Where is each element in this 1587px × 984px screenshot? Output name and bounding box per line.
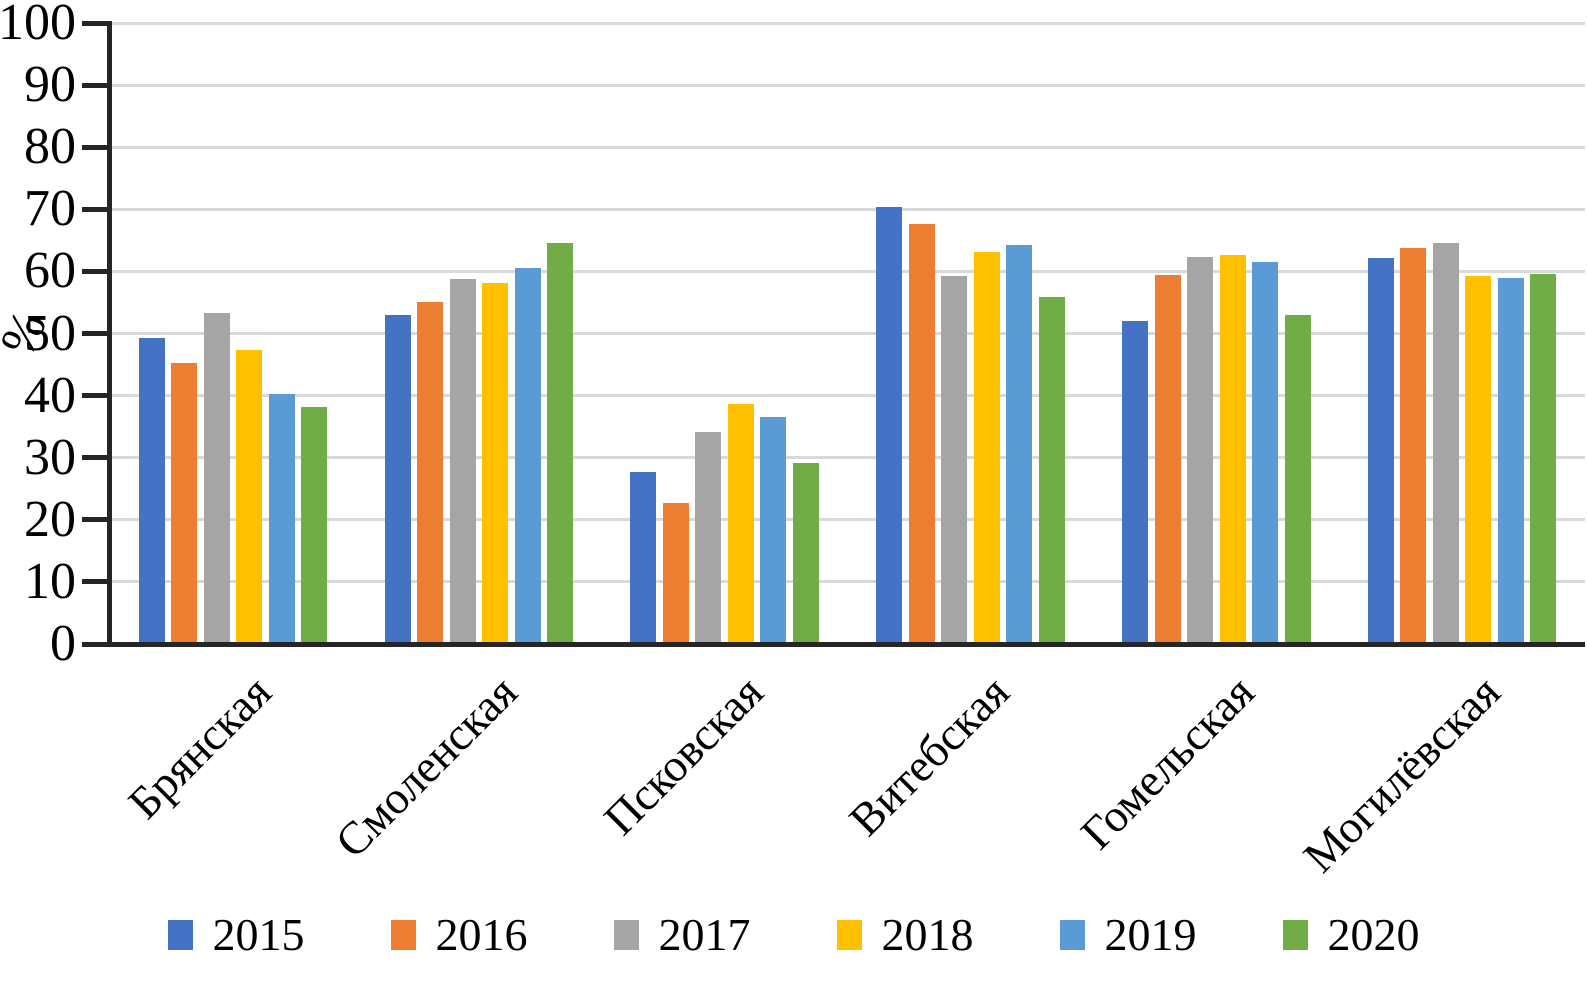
y-axis-tickmark: [82, 206, 110, 212]
bar-2019-Гомельская: [1252, 262, 1278, 644]
bar-2020-Брянская: [301, 406, 328, 644]
bar-2020-Витебская: [1038, 297, 1065, 644]
gridline: [110, 207, 1585, 211]
legend-swatch-2017: [613, 920, 639, 950]
y-axis-tickmark: [82, 331, 110, 336]
bar-2015-Гомельская: [1122, 321, 1148, 644]
bar-2015-Могилёвская: [1367, 258, 1394, 644]
bar-2017-Смоленская: [449, 278, 476, 644]
category-label-Брянская: Брянская: [118, 665, 281, 829]
y-axis-tickmark: [82, 268, 110, 274]
category-label-Могилёвская: Могилёвская: [1293, 665, 1511, 883]
legend: 2015 2016 2017 2018 2019 2020: [0, 912, 1587, 958]
y-axis-tick-label: 100: [0, 0, 76, 51]
bar-2019-Могилёвская: [1497, 278, 1524, 644]
legend-swatch-2016: [390, 920, 416, 950]
bar-2020-Псковская: [792, 463, 819, 644]
bar-2016-Псковская: [662, 503, 689, 644]
category-label-Смоленская: Смоленская: [325, 665, 527, 868]
bar-2015-Брянская: [138, 337, 165, 644]
gridline: [110, 394, 1585, 398]
bar-2019-Брянская: [268, 394, 295, 644]
gridline: [110, 83, 1585, 87]
legend-label: 2016: [435, 909, 528, 960]
bar-2017-Брянская: [203, 313, 230, 644]
gridline: [110, 518, 1585, 522]
bar-2019-Витебская: [1006, 245, 1033, 644]
bar-2015-Смоленская: [384, 315, 411, 644]
bar-2018-Гомельская: [1219, 254, 1246, 644]
bar-2016-Витебская: [908, 223, 935, 644]
bar-2019-Псковская: [760, 417, 787, 644]
bar-2015-Витебская: [876, 207, 903, 644]
legend-item-2019: 2019: [1059, 909, 1197, 960]
y-axis-tick-label: 20: [24, 490, 76, 548]
legend-swatch-2020: [1282, 920, 1308, 950]
bar-2017-Гомельская: [1187, 257, 1213, 644]
bar-2019-Смоленская: [514, 267, 541, 644]
y-axis-tick-label: 30: [24, 428, 76, 486]
legend-swatch-2018: [836, 920, 862, 950]
gridline: [110, 269, 1585, 273]
legend-swatch-2015: [167, 920, 193, 950]
bar-2017-Витебская: [941, 275, 968, 644]
legend-label: 2017: [658, 909, 751, 960]
legend-item-2018: 2018: [836, 909, 974, 960]
y-axis-tickmark: [82, 144, 110, 150]
legend-label: 2019: [1104, 909, 1197, 960]
bar-2016-Смоленская: [417, 301, 443, 644]
y-axis-tickmark: [82, 82, 110, 88]
gridline: [110, 21, 1585, 25]
legend-item-2017: 2017: [613, 909, 751, 960]
y-axis-tick-label: 90: [24, 56, 76, 114]
gridline: [110, 456, 1585, 460]
bar-2018-Смоленская: [482, 282, 508, 644]
y-axis-tickmark: [82, 579, 110, 585]
bar-2018-Брянская: [236, 350, 263, 644]
y-axis-tick-label: 60: [24, 242, 76, 300]
y-axis-line: [107, 21, 112, 647]
y-axis-tick-label: 50: [24, 304, 76, 362]
bar-2018-Могилёвская: [1465, 275, 1492, 644]
bar-2016-Брянская: [171, 362, 198, 644]
bar-2020-Гомельская: [1284, 314, 1311, 644]
legend-label: 2015: [212, 909, 305, 960]
bar-2017-Могилёвская: [1432, 243, 1459, 644]
y-axis-tickmark: [82, 20, 110, 26]
bar-2020-Могилёвская: [1530, 273, 1557, 644]
legend-label: 2018: [881, 909, 974, 960]
x-axis-line: [107, 642, 1585, 647]
category-label-Гомельская: Гомельская: [1071, 665, 1265, 859]
gridline: [110, 145, 1585, 149]
category-label-Витебская: Витебская: [838, 665, 1019, 846]
y-axis-tick-label: 0: [50, 615, 76, 672]
gridline: [110, 332, 1585, 335]
y-axis-tickmark: [82, 641, 110, 647]
y-axis-tick-label: 10: [24, 552, 76, 610]
bar-2017-Псковская: [695, 432, 722, 644]
legend-swatch-2019: [1059, 920, 1085, 950]
legend-item-2015: 2015: [167, 909, 305, 960]
bar-2018-Псковская: [727, 404, 754, 644]
y-axis-tick-label: 80: [24, 118, 76, 176]
category-label-Псковская: Псковская: [593, 665, 773, 845]
y-axis-tick-label: 70: [24, 180, 76, 238]
y-axis-tickmark: [82, 455, 110, 461]
legend-label: 2020: [1327, 909, 1420, 960]
bar-2016-Гомельская: [1154, 275, 1181, 644]
bar-2020-Смоленская: [547, 243, 573, 644]
bar-2016-Могилёвская: [1400, 247, 1427, 644]
legend-item-2016: 2016: [390, 909, 528, 960]
legend-item-2020: 2020: [1282, 909, 1420, 960]
y-axis-tick-label: 40: [24, 366, 76, 424]
y-axis-tickmark: [82, 393, 110, 399]
gridline: [110, 580, 1585, 584]
bar-2015-Псковская: [630, 471, 657, 644]
bar-2018-Витебская: [973, 252, 1000, 644]
y-axis-tickmark: [82, 517, 110, 523]
